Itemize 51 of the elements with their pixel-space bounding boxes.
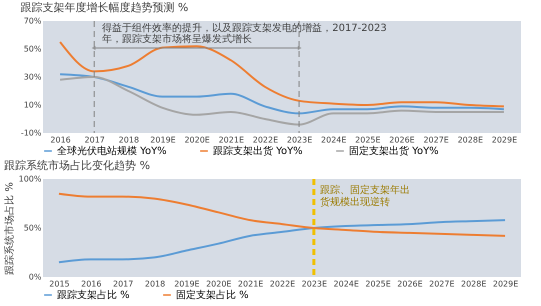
y-tick-label: 50% [24,44,42,54]
x-tick-label: 2028E [458,136,483,144]
x-tick-label: 2024E [334,280,359,288]
y-tick-label: 100% [18,174,42,184]
x-tick-label: 2022E [252,136,278,144]
y-tick-label: 70% [24,16,42,26]
line-series [58,192,506,237]
y-tick-label: 30% [24,72,42,82]
x-tick-label: 2015 [49,280,70,288]
x-tick-label: 2025E [365,280,391,288]
chart-title: 跟踪支架年度增长幅度趋势预测 % [20,1,188,14]
x-tick-label: 2026E [397,280,423,288]
legend-label: 固定支架出货 YoY% [349,145,439,157]
x-tick-label: 2026E [389,136,415,144]
legend-label: 跟踪支架出货 YoY% [213,145,303,157]
y-axis-title: 跟踪系统市场占比 % [4,182,16,275]
annotation: 得益于组件效率的提升，以及跟踪支架发电的增益，2017-2023年，跟踪支架市场将呈爆发式增长 [102,22,387,45]
y-tick-label: 0% [28,272,42,282]
y-tick-label: 50% [24,224,42,232]
ref-line-label: 跟踪、固定支架年出货规模出现逆转 [320,184,410,208]
x-tick-label: 2021E [218,136,244,144]
x-tick-label: 2025E [355,136,381,144]
x-tick-label: 2021E [238,280,264,288]
line-series [59,73,505,114]
x-tick-label: 2029E [492,136,518,144]
x-tick-label: 2028E [460,280,486,288]
x-tick-label: 2017 [84,136,105,144]
legend-label: 全球光伏电站规模 YoY% [57,145,167,157]
x-tick-label: 2029E [492,280,518,288]
y-tick-label: -10% [20,128,42,138]
x-tick-label: 2018 [144,280,166,288]
x-tick-label: 2024E [321,136,346,144]
legend-label: 跟踪支架占比 % [57,289,130,301]
x-tick-label: 2017 [112,280,134,288]
y-tick-label: 10% [24,100,42,110]
x-tick-label: 2020E [184,136,210,144]
x-tick-label: 2019E [174,280,200,288]
chart-title: 跟踪系统市场占比变化趋势 % [4,159,150,172]
x-tick-label: 2020E [206,280,232,288]
x-tick-label: 2016 [81,280,102,288]
x-tick-label: 2027E [423,136,449,144]
line-series [58,219,506,264]
x-tick-label: 2022E [270,280,296,288]
x-tick-label: 2018 [118,136,140,144]
x-tick-label: 2019E [150,136,176,144]
line-series [59,76,505,126]
x-tick-label: 2023E [302,280,328,288]
x-tick-label: 2027E [429,280,455,288]
x-tick-label: 2023E [286,136,312,144]
x-tick-label: 2016 [50,136,71,144]
legend-label: 固定支架占比 % [176,289,249,301]
